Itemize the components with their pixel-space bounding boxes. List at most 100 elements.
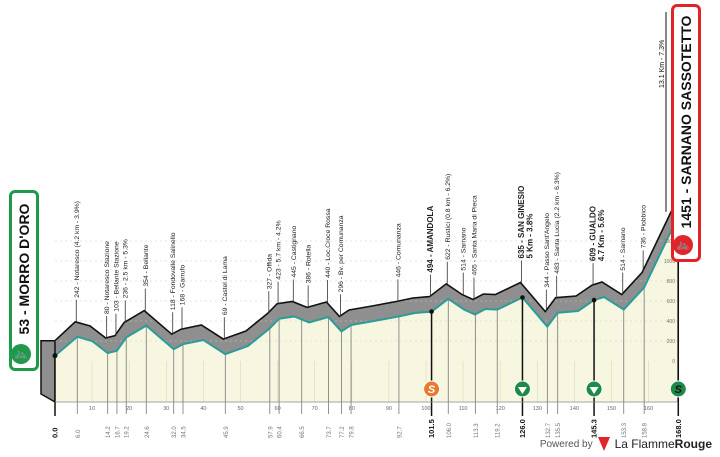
km-marker-label: 45.9 (224, 426, 230, 438)
annotation-label: 168 - Garrufo (179, 265, 186, 306)
start-wedge (40, 339, 56, 404)
finish-icon (669, 380, 687, 398)
annotation-label: 494 - AMANDOLA (426, 206, 435, 273)
km-marker-label: 113.3 (474, 423, 480, 438)
brand-name: La FlammeRouge (615, 437, 712, 451)
annotation-label: 386 - Rotella (306, 245, 313, 284)
km-tick-label: 150 (607, 406, 616, 412)
annotation-label: 354 - Bellante (143, 244, 150, 286)
annotation-label: 296 - Bv. per Comunanza (338, 215, 345, 292)
km-marker-label: 24.6 (145, 426, 151, 438)
annotation-label: 327 - Offida (266, 254, 273, 290)
km-tick-label: 30 (163, 406, 169, 412)
kom-triangle-icon (589, 387, 599, 394)
km-marker-label: 79.8 (350, 426, 356, 438)
finish-symbol-label: S (675, 384, 683, 396)
annotation-label: 69 - Castel di Lama (222, 256, 229, 315)
km-marker-label: 57.9 (268, 426, 274, 438)
annotation-label: 344 - Passo Sant'Angelo (544, 213, 551, 288)
km-marker-label: 135.5 (556, 422, 562, 438)
km-marker-label: 77.2 (340, 426, 346, 438)
profile-edge-line (54, 215, 680, 357)
annotation-label: 609 - GUALDO (589, 206, 598, 261)
km-marker-label: 16.7 (115, 426, 121, 438)
annotation-label: 80 - Notaresco Stazione (104, 241, 111, 314)
annotation-label: 440 - Loc.Croce Rossa (325, 208, 332, 278)
km-tick-label: 10 (89, 406, 95, 412)
profile-top-line (54, 200, 678, 342)
km-tick-label: 60 (275, 406, 281, 412)
finish-location-box: 1451 - SARNANO SASSOTETTO (671, 4, 701, 262)
powered-by-text: Powered by (539, 438, 593, 450)
km-marker-label: 66.5 (300, 426, 306, 438)
annotation-label: 483 - Santa Lucia (2.2 km - 6.3%) (554, 172, 561, 274)
km-marker-label: 73.7 (327, 426, 333, 438)
annotation-label: 103 - Bellante Stazione (113, 241, 120, 312)
km-tick-label: 110 (459, 406, 468, 412)
km-marker-label: 14.2 (106, 426, 112, 438)
start-dot (52, 353, 58, 359)
km-marker-label: 168.0 (674, 419, 683, 438)
annotation-label: 622 - Rustici (0.8 km - 6.2%) (445, 174, 452, 260)
annotation-sublabel: 4.7 Km - 5.6% (597, 210, 606, 262)
start-label-area: 53 - MORRO D'ORO (12, 195, 36, 343)
km-marker-label: 101.5 (427, 419, 436, 438)
start-bike-icon: 🚲 (11, 344, 31, 364)
km-tick-label: 20 (126, 406, 132, 412)
start-location-box: 53 - MORRO D'ORO (9, 190, 39, 371)
km-marker-label: 34.5 (181, 426, 187, 438)
annotation-label: 423 - 5.7 km - 4.2% (276, 220, 283, 279)
km-tick-label: 70 (312, 406, 318, 412)
annotation-sublabel: 5 Km - 3.8% (525, 214, 534, 259)
km-tick-label: 120 (496, 406, 505, 412)
sprint-icon (423, 380, 441, 398)
km-tick-label: 140 (570, 406, 579, 412)
altitude-tick-label: 200 (667, 339, 676, 345)
kom-triangle-icon (517, 387, 527, 394)
annotation-label: 445 - Castignano (291, 226, 298, 278)
annotation-label: 242 - Notaresco (4.2 km - 3.9%) (74, 201, 81, 298)
km-marker-label: 145.3 (590, 419, 599, 438)
annotation-label: 635 - SAN GINESIO (517, 186, 526, 259)
brand-name-a: La Flamme (614, 437, 675, 451)
km-marker-label: 106.0 (447, 422, 453, 438)
sprint-symbol-label: S (428, 384, 436, 396)
km-marker-label: 92.7 (397, 426, 403, 438)
annotation-label: 118 - Fondovalle Salinello (170, 232, 177, 310)
annotation-label: 514 - Sarnano (620, 227, 627, 270)
altitude-tick-label: 0 (672, 359, 675, 365)
km-tick-label: 100 (421, 406, 430, 412)
altitude-tick-label: 1200 (664, 239, 675, 245)
finish-label-area: 1451 - SARNANO SASSOTETTO (674, 11, 698, 233)
km-marker-label: 0.0 (51, 428, 60, 438)
annotation-label: 736 - Piobbico (641, 205, 648, 249)
km-marker-label: 19.2 (125, 426, 131, 438)
start-label: 53 - MORRO D'ORO (16, 203, 32, 335)
km-marker-label: 60.4 (278, 426, 284, 438)
km-marker-label: 6.0 (76, 429, 82, 438)
km-tick-label: 40 (200, 406, 206, 412)
climb-top-dot (591, 297, 597, 303)
finish-climb-label: 13.1 Km - 7.3% (659, 40, 666, 88)
brand-name-b: Rouge (674, 437, 712, 451)
annotation-label: 236 - 2.5 km - 5.3% (123, 239, 130, 298)
annotation-label: 514 - Sarnano (461, 227, 468, 270)
altitude-tick-label: 800 (667, 279, 676, 285)
km-marker-label: 132.7 (546, 422, 552, 438)
km-marker-label: 119.2 (496, 423, 502, 438)
km-tick-label: 130 (533, 406, 542, 412)
km-marker-label: 126.0 (518, 419, 527, 438)
footer-credit: Powered by La FlammeRouge (540, 437, 712, 451)
km-tick-label: 80 (349, 406, 355, 412)
km-marker-label: 153.3 (622, 422, 628, 438)
km-marker-label: 32.0 (172, 426, 178, 438)
profile-band (55, 200, 679, 356)
km-tick-label: 50 (237, 406, 243, 412)
km-tick-label: 160 (644, 406, 653, 412)
climb-top-dot (429, 309, 434, 314)
flame-logo-icon (597, 437, 610, 451)
finish-bike-icon: 🚲 (673, 235, 693, 255)
climb-top-dot (520, 295, 525, 300)
annotation-label: 465 - Santa Maria di Pieca (471, 195, 478, 275)
